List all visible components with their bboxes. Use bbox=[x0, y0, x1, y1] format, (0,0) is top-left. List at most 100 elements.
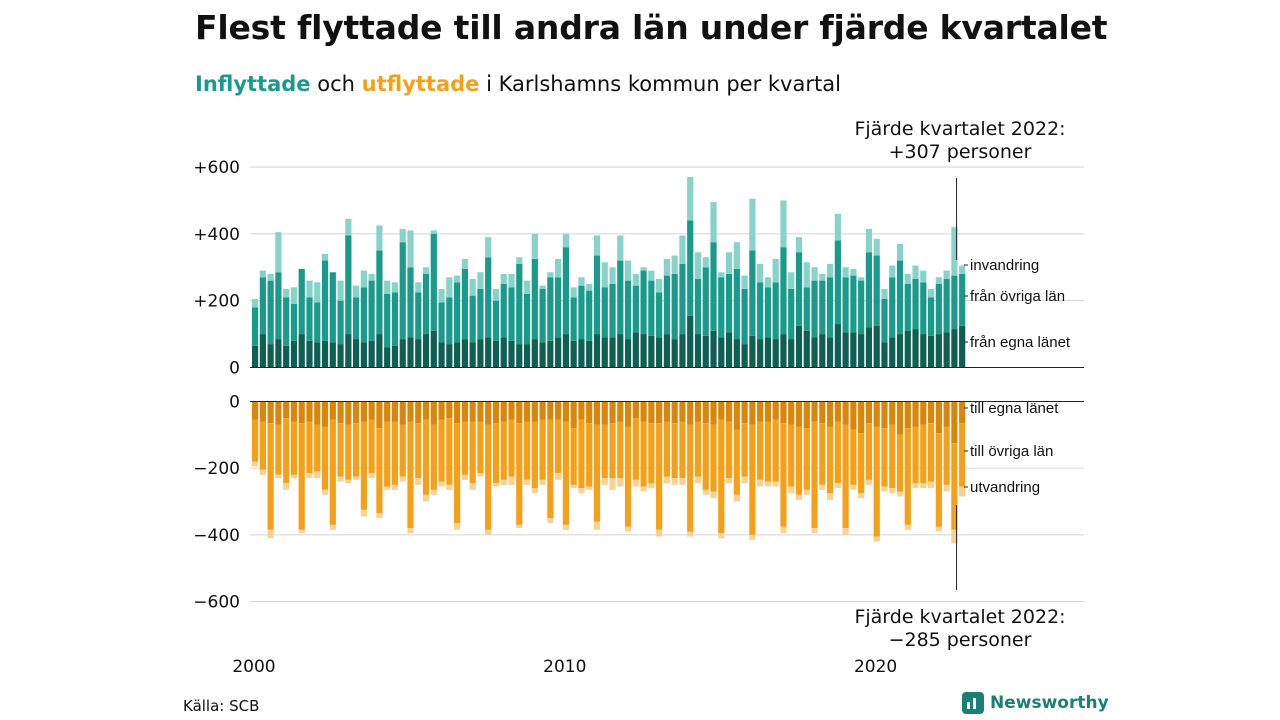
bar-utflyttade-segment bbox=[920, 424, 927, 484]
bar-inflyttade-segment bbox=[834, 324, 841, 368]
bar-utflyttade-segment bbox=[477, 473, 484, 477]
bar-utflyttade-segment bbox=[384, 401, 391, 422]
bar-inflyttade-segment bbox=[593, 334, 601, 368]
bar-inflyttade-segment bbox=[430, 233, 437, 331]
bar-utflyttade-segment bbox=[555, 473, 562, 480]
bar-inflyttade-segment bbox=[663, 275, 671, 335]
bar-utflyttade-segment bbox=[811, 528, 818, 534]
bar-utflyttade-segment bbox=[415, 478, 422, 485]
bar-inflyttade-segment bbox=[687, 177, 694, 221]
bar-inflyttade-segment bbox=[601, 262, 608, 288]
bar-inflyttade-segment bbox=[687, 220, 694, 316]
bar-inflyttade-segment bbox=[477, 339, 484, 368]
bar-utflyttade-segment bbox=[601, 424, 608, 479]
bar-utflyttade-segment bbox=[772, 419, 779, 482]
bar-utflyttade-segment bbox=[795, 401, 803, 427]
bar-utflyttade-segment bbox=[959, 401, 966, 424]
bar-utflyttade-segment bbox=[896, 401, 904, 435]
bar-utflyttade-segment bbox=[741, 476, 748, 484]
bar-inflyttade-segment bbox=[252, 345, 259, 368]
bar-utflyttade-segment bbox=[391, 401, 399, 422]
bar-utflyttade-segment bbox=[446, 401, 453, 419]
bar-utflyttade-segment bbox=[283, 483, 290, 490]
series-label-out: utvandring bbox=[970, 479, 1040, 496]
bar-inflyttade-segment bbox=[446, 277, 453, 298]
bar-inflyttade-segment bbox=[679, 263, 686, 335]
bar-inflyttade-segment bbox=[539, 288, 546, 343]
bar-inflyttade-segment bbox=[422, 267, 430, 274]
bar-utflyttade-segment bbox=[671, 478, 678, 485]
bar-inflyttade-segment bbox=[889, 337, 896, 368]
bar-inflyttade-segment bbox=[523, 280, 531, 294]
bar-utflyttade-segment bbox=[609, 423, 616, 479]
brand-name: Newsworthy bbox=[990, 693, 1109, 713]
bar-inflyttade-segment bbox=[951, 275, 958, 330]
bar-inflyttade-segment bbox=[640, 267, 647, 271]
bar-inflyttade-segment bbox=[609, 337, 616, 368]
bar-inflyttade-segment bbox=[314, 302, 321, 343]
bar-inflyttade-segment bbox=[562, 233, 569, 248]
bar-utflyttade-segment bbox=[555, 401, 562, 420]
series-label-out: till övriga län bbox=[970, 443, 1053, 460]
bar-inflyttade-segment bbox=[314, 282, 321, 303]
bar-inflyttade-segment bbox=[733, 339, 740, 368]
bar-utflyttade-segment bbox=[648, 423, 655, 484]
x-tick-label: 2020 bbox=[854, 657, 897, 677]
bar-utflyttade-segment bbox=[702, 401, 709, 424]
bar-utflyttade-segment bbox=[446, 418, 453, 485]
bar-inflyttade-segment bbox=[485, 237, 492, 258]
bar-inflyttade-segment bbox=[539, 285, 546, 289]
annotation-bottom: Fjärde kvartalet 2022: −285 personer bbox=[840, 606, 1080, 652]
bar-inflyttade-segment bbox=[290, 340, 298, 368]
subtitle-rest: i Karlshamns kommun per kvartal bbox=[486, 72, 841, 96]
bar-inflyttade-segment bbox=[492, 300, 500, 341]
y-tick-label-bottom: 0 bbox=[229, 393, 240, 413]
bar-utflyttade-segment bbox=[492, 423, 500, 484]
bar-utflyttade-segment bbox=[959, 486, 966, 497]
bar-inflyttade-segment bbox=[337, 344, 344, 368]
bar-utflyttade-segment bbox=[912, 426, 919, 484]
bar-utflyttade-segment bbox=[640, 401, 647, 422]
bar-inflyttade-segment bbox=[259, 270, 266, 278]
bar-utflyttade-segment bbox=[679, 401, 686, 422]
bar-inflyttade-segment bbox=[461, 268, 468, 340]
bar-utflyttade-segment bbox=[757, 421, 764, 480]
bar-inflyttade-segment bbox=[865, 327, 873, 368]
bar-utflyttade-segment bbox=[858, 433, 865, 494]
bar-inflyttade-segment bbox=[819, 280, 826, 335]
bar-utflyttade-segment bbox=[904, 524, 911, 530]
bar-inflyttade-segment bbox=[803, 287, 810, 331]
bar-utflyttade-segment bbox=[764, 481, 772, 487]
bar-inflyttade-segment bbox=[407, 337, 414, 368]
bar-inflyttade-segment bbox=[640, 270, 647, 335]
bar-utflyttade-segment bbox=[337, 476, 344, 482]
bar-inflyttade-segment bbox=[842, 267, 849, 278]
bar-utflyttade-segment bbox=[531, 421, 538, 489]
bar-inflyttade-segment bbox=[788, 339, 795, 368]
bar-inflyttade-segment bbox=[904, 283, 911, 331]
bar-inflyttade-segment bbox=[834, 240, 841, 325]
bar-inflyttade-segment bbox=[935, 283, 942, 335]
bar-utflyttade-segment bbox=[446, 484, 453, 490]
bar-utflyttade-segment bbox=[725, 421, 733, 479]
bar-utflyttade-segment bbox=[593, 401, 601, 425]
bar-utflyttade-segment bbox=[477, 401, 484, 422]
bar-utflyttade-segment bbox=[912, 483, 919, 489]
bar-utflyttade-segment bbox=[609, 478, 616, 490]
bar-utflyttade-segment bbox=[679, 421, 686, 479]
bar-inflyttade-segment bbox=[391, 282, 399, 293]
bar-inflyttade-segment bbox=[477, 288, 484, 340]
bar-utflyttade-segment bbox=[927, 481, 935, 489]
bar-utflyttade-segment bbox=[384, 486, 391, 490]
bar-utflyttade-segment bbox=[826, 426, 834, 494]
bar-inflyttade-segment bbox=[850, 268, 857, 276]
bar-inflyttade-segment bbox=[267, 344, 274, 368]
bar-inflyttade-segment bbox=[415, 292, 422, 340]
bar-utflyttade-segment bbox=[578, 488, 585, 494]
bar-utflyttade-segment bbox=[259, 469, 266, 475]
bar-utflyttade-segment bbox=[298, 423, 305, 530]
bar-utflyttade-segment bbox=[803, 428, 810, 490]
bar-utflyttade-segment bbox=[407, 528, 414, 534]
bar-utflyttade-segment bbox=[570, 401, 577, 429]
bar-utflyttade-segment bbox=[834, 421, 841, 484]
